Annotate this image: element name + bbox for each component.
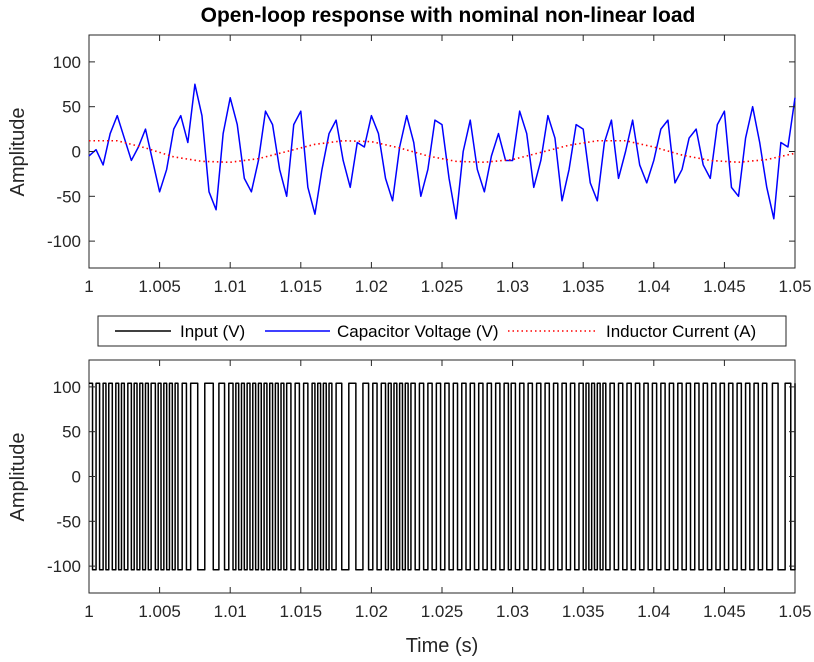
series-line-inductor-current-a (89, 139, 796, 164)
bottom-y-tick-label: 50 (62, 423, 81, 442)
legend-label-capacitor-voltage: Capacitor Voltage (V) (337, 322, 499, 341)
top-x-tick-label: 1.005 (138, 277, 181, 296)
top-y-tick-label: 50 (62, 98, 81, 117)
top-x-tick-label: 1.015 (280, 277, 323, 296)
bottom-x-tick-label: 1.025 (421, 602, 464, 621)
top-x-tick-label: 1.02 (355, 277, 388, 296)
legend-label-inductor-current: Inductor Current (A) (606, 322, 756, 341)
chart-title: Open-loop response with nominal non-line… (201, 4, 696, 27)
top-plot-frame (88, 34, 796, 269)
bottom-y-tick-label: 100 (53, 378, 81, 397)
bottom-x-tick-label: 1.005 (138, 602, 181, 621)
top-x-tick-label: 1.035 (562, 277, 605, 296)
legend-box (97, 315, 787, 347)
top-x-tick-label: 1.025 (421, 277, 464, 296)
bottom-x-tick-label: 1.01 (214, 602, 247, 621)
top-x-tick-label: 1.05 (778, 277, 811, 296)
bottom-x-tick-label: 1.03 (496, 602, 529, 621)
bottom-y-tick-label: -50 (56, 512, 81, 531)
bottom-plot: -100 -50 0 50 100 1 1.005 1.01 1.015 1.02 1.025 1.0… (7, 359, 812, 657)
bottom-y-axis-label: Amplitude (7, 433, 29, 522)
top-y-tick-label: 100 (53, 53, 81, 72)
top-plot: -100 -50 0 50 100 1 1.005 1.01 1.015 1.02 1.025 1.0… (7, 34, 812, 296)
series-line-input-v (89, 382, 796, 571)
bottom-x-tick-label: 1.045 (703, 602, 746, 621)
legend-label-input: Input (V) (180, 322, 245, 341)
bottom-plot-frame (88, 359, 796, 594)
top-y-tick-label: -100 (47, 232, 81, 251)
bottom-y-tick-label: 0 (72, 468, 81, 487)
bottom-x-axis-label: Time (s) (406, 635, 479, 657)
bottom-x-tick-label: 1.04 (637, 602, 670, 621)
top-x-tick-label: 1 (84, 277, 93, 296)
bottom-x-tick-label: 1.05 (778, 602, 811, 621)
top-y-tick-label: -50 (56, 187, 81, 206)
bottom-y-tick-label: -100 (47, 557, 81, 576)
top-y-axis-label: Amplitude (7, 108, 29, 197)
top-x-tick-label: 1.04 (637, 277, 670, 296)
bottom-x-tick-label: 1.035 (562, 602, 605, 621)
top-x-tick-label: 1.045 (703, 277, 746, 296)
top-y-tick-label: 0 (72, 143, 81, 162)
bottom-x-tick-label: 1.015 (280, 602, 323, 621)
top-x-tick-label: 1.03 (496, 277, 529, 296)
bottom-x-tick-label: 1 (84, 602, 93, 621)
bottom-x-tick-label: 1.02 (355, 602, 388, 621)
top-x-tick-label: 1.01 (214, 277, 247, 296)
series-line-capacitor-voltage-v (88, 83, 796, 220)
legend: Input (V) Capacitor Voltage (V) Inductor… (97, 315, 787, 347)
